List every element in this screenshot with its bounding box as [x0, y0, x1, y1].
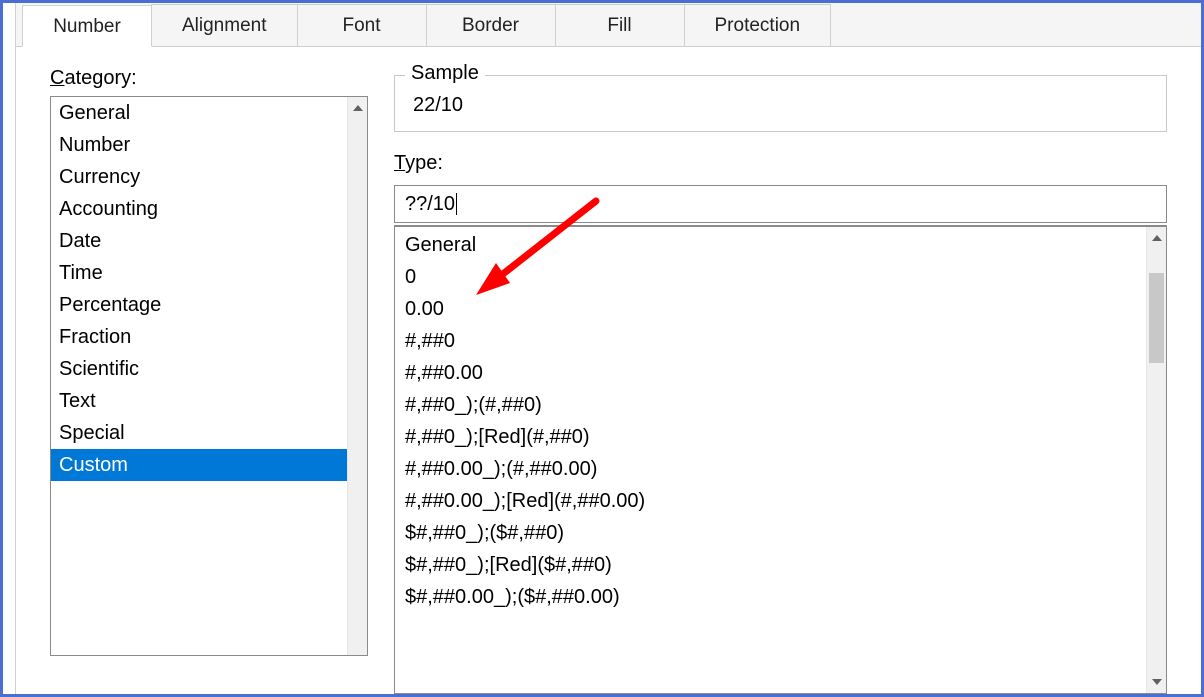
tab-alignment[interactable]: Alignment [151, 4, 298, 46]
tab-number[interactable]: Number [22, 5, 152, 47]
format-item[interactable]: #,##0.00_);[Red](#,##0.00) [395, 485, 1146, 517]
category-item[interactable]: Percentage [51, 289, 347, 321]
format-item[interactable]: #,##0_);(#,##0) [395, 389, 1146, 421]
dialog-content: Category: GeneralNumberCurrencyAccountin… [16, 47, 1201, 694]
type-input[interactable]: ??/10 [394, 185, 1167, 223]
scroll-down-icon[interactable] [1147, 671, 1167, 693]
format-item[interactable]: General [395, 229, 1146, 261]
format-item[interactable]: #,##0.00 [395, 357, 1146, 389]
tab-border[interactable]: Border [426, 4, 556, 46]
category-item[interactable]: Time [51, 257, 347, 289]
sample-value: 22/10 [409, 94, 1152, 117]
format-item[interactable]: $#,##0_);[Red]($#,##0) [395, 549, 1146, 581]
category-item[interactable]: Currency [51, 161, 347, 193]
tab-font[interactable]: Font [297, 4, 427, 46]
format-item[interactable]: #,##0 [395, 325, 1146, 357]
scroll-up-icon[interactable] [348, 97, 368, 119]
category-item[interactable]: Text [51, 385, 347, 417]
category-label-rest: ategory: [64, 67, 136, 89]
category-item[interactable]: Fraction [51, 321, 347, 353]
category-label-accel: C [50, 67, 64, 89]
category-item[interactable]: Scientific [51, 353, 347, 385]
format-item[interactable]: 0.00 [395, 293, 1146, 325]
tab-fill[interactable]: Fill [555, 4, 685, 46]
category-item[interactable]: Date [51, 225, 347, 257]
category-listbox[interactable]: GeneralNumberCurrencyAccountingDateTimeP… [50, 96, 368, 656]
format-item[interactable]: #,##0_);[Red](#,##0) [395, 421, 1146, 453]
scroll-thumb[interactable] [1149, 273, 1164, 363]
scroll-up-icon[interactable] [1147, 227, 1167, 249]
category-item[interactable]: Accounting [51, 193, 347, 225]
category-scrollbar[interactable] [347, 97, 367, 655]
right-column: Sample 22/10 Type: ??/10 General00.00#,#… [394, 67, 1167, 694]
tab-strip: NumberAlignmentFontBorderFillProtection [16, 3, 1201, 47]
sample-group: Sample 22/10 [394, 75, 1167, 132]
category-item[interactable]: Number [51, 129, 347, 161]
format-listbox[interactable]: General00.00#,##0#,##0.00#,##0_);(#,##0)… [394, 225, 1167, 694]
sample-legend: Sample [405, 62, 485, 85]
dialog-frame: NumberAlignmentFontBorderFillProtection … [0, 0, 1204, 697]
type-input-value: ??/10 [405, 193, 455, 216]
type-label-accel: T [394, 152, 405, 174]
dialog-inner: NumberAlignmentFontBorderFillProtection … [15, 3, 1201, 694]
text-cursor [456, 193, 457, 215]
format-item[interactable]: $#,##0.00_);($#,##0.00) [395, 581, 1146, 613]
format-item[interactable]: 0 [395, 261, 1146, 293]
category-item[interactable]: General [51, 97, 347, 129]
category-item[interactable]: Special [51, 417, 347, 449]
format-item[interactable]: #,##0.00_);(#,##0.00) [395, 453, 1146, 485]
type-label-rest: ype: [405, 152, 443, 174]
category-item[interactable]: Custom [51, 449, 347, 481]
type-label: Type: [394, 152, 1167, 175]
category-label: Category: [50, 67, 368, 90]
category-column: Category: GeneralNumberCurrencyAccountin… [50, 67, 368, 694]
tab-protection[interactable]: Protection [684, 4, 832, 46]
format-item[interactable]: $#,##0_);($#,##0) [395, 517, 1146, 549]
format-scrollbar[interactable] [1146, 227, 1166, 693]
